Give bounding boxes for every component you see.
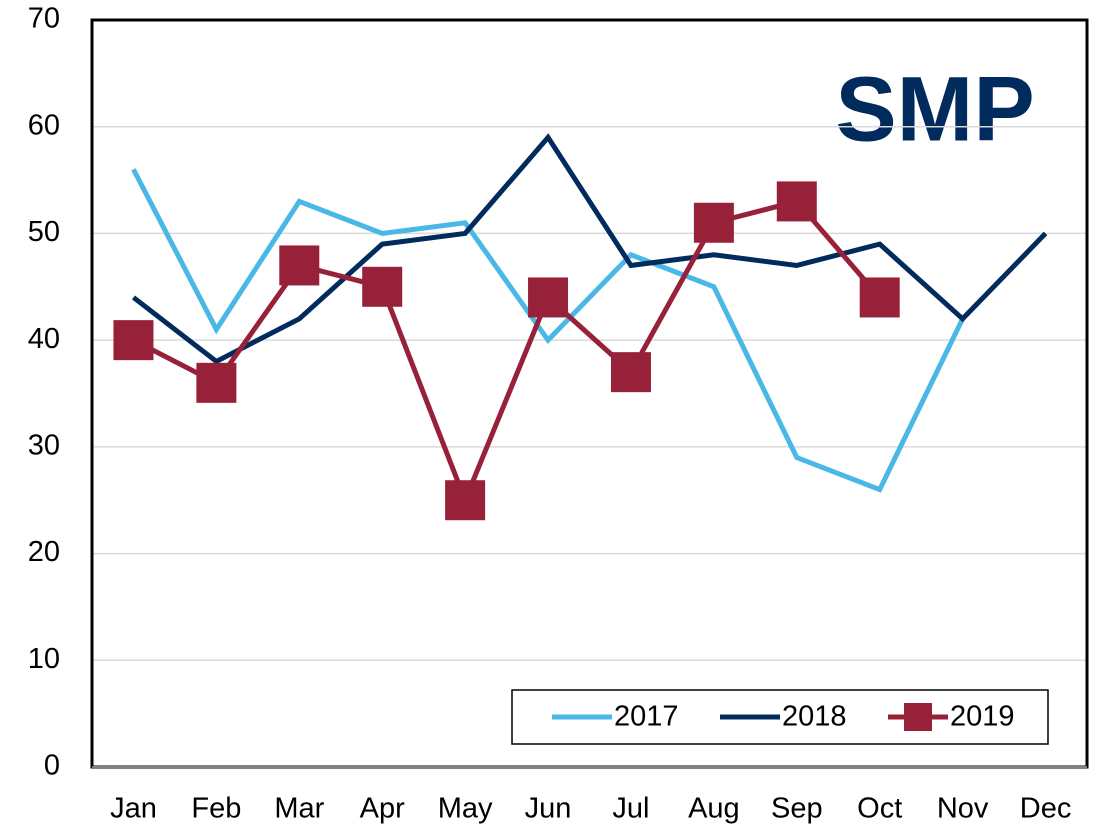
series-marker <box>279 245 320 286</box>
x-tick-label: Dec <box>1020 793 1072 825</box>
x-tick-label: Nov <box>937 793 989 825</box>
series-marker <box>693 202 734 243</box>
legend-label: 2018 <box>782 701 847 733</box>
x-tick-label: Jun <box>525 793 572 825</box>
x-tick-label: Jul <box>612 793 649 825</box>
y-tick-label: 50 <box>28 216 60 248</box>
y-tick-label: 40 <box>28 323 60 355</box>
legend-label: 2019 <box>950 701 1015 733</box>
x-tick-label: Feb <box>191 793 241 825</box>
y-tick-label: 30 <box>28 430 60 462</box>
series-marker <box>776 181 817 222</box>
chart-title: SMP <box>835 58 1034 160</box>
series-marker <box>196 362 237 403</box>
legend-marker <box>904 703 932 731</box>
series-marker <box>859 277 900 318</box>
series-marker <box>445 480 486 521</box>
x-tick-label: May <box>438 793 493 825</box>
series-line <box>131 133 1048 365</box>
x-tick-label: Oct <box>857 793 902 825</box>
x-tick-label: Apr <box>360 793 405 825</box>
x-tick-label: Mar <box>274 793 324 825</box>
y-tick-label: 20 <box>28 536 60 568</box>
series-marker <box>528 277 569 318</box>
series-marker <box>362 266 403 307</box>
series-line <box>132 198 882 507</box>
legend-label: 2017 <box>614 701 679 733</box>
x-tick-label: Aug <box>688 793 740 825</box>
x-tick-label: Jan <box>110 793 157 825</box>
x-tick-label: Sep <box>771 793 823 825</box>
y-tick-label: 10 <box>28 643 60 675</box>
y-tick-label: 0 <box>44 750 60 782</box>
y-tick-label: 60 <box>28 109 60 141</box>
series-line <box>131 168 965 493</box>
series-marker <box>610 352 651 393</box>
y-tick-label: 70 <box>28 3 60 35</box>
series-marker <box>113 320 154 361</box>
